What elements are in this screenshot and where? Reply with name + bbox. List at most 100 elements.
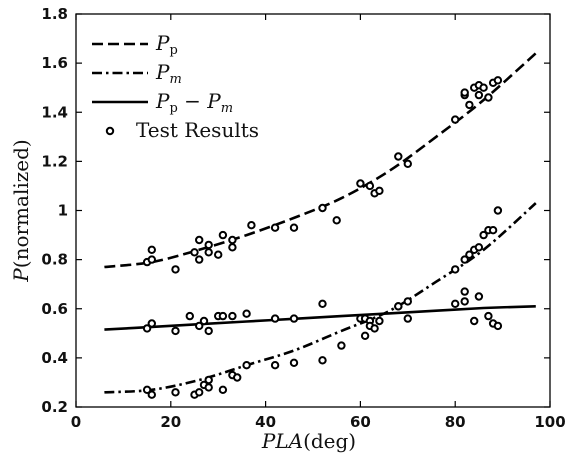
test-result-point: [451, 115, 460, 124]
y-axis-unit: (normalized): [9, 139, 33, 268]
test-result-point: [228, 235, 237, 245]
axes-layer: 0 20 40 60 80 100 0.2 0.4 0.6 0.8 1 1.2 1.4 1.6 1.8 PLA…: [9, 5, 566, 453]
series-line-solid: [104, 305, 536, 331]
test-result-point: [185, 311, 195, 321]
y-tick-label: 1.2: [41, 152, 68, 170]
legend-sub: p: [169, 43, 177, 58]
test-result-point: [204, 375, 213, 385]
test-result-point: [171, 388, 180, 397]
legend-main: P: [206, 89, 221, 113]
test-result-point: [318, 356, 327, 365]
test-result-point: [233, 373, 242, 382]
test-result-point: [195, 255, 204, 264]
test-result-point: [199, 316, 209, 326]
test-result-point: [375, 316, 384, 326]
test-result-point: [394, 302, 403, 311]
test-result-point: [242, 309, 251, 318]
test-result-point: [218, 385, 228, 394]
legend-label: Pm: [155, 60, 182, 87]
test-result-point: [289, 358, 299, 367]
test-result-point: [394, 152, 403, 161]
x-tick-label: 20: [160, 413, 181, 431]
test-result-point: [451, 265, 460, 274]
test-result-point: [171, 265, 180, 274]
legend-sub: m: [221, 101, 233, 116]
test-result-point: [270, 223, 280, 232]
legend-sub: p: [169, 101, 177, 116]
test-result-point: [204, 248, 213, 257]
test-result-point: [332, 216, 341, 225]
test-result-point: [460, 88, 469, 97]
test-result-point: [318, 203, 327, 213]
test-result-point: [403, 297, 412, 306]
test-result-point: [484, 93, 493, 102]
test-result-point: [190, 248, 199, 257]
test-result-point: [460, 287, 469, 296]
test-result-point: [470, 316, 479, 326]
x-axis-title: PLA(deg): [261, 429, 356, 453]
legend-main: P: [155, 31, 170, 55]
test-result-point: [337, 341, 346, 350]
test-result-point: [474, 243, 484, 252]
test-result-point: [147, 255, 157, 264]
test-result-point: [474, 90, 484, 100]
x-axis-unit: (deg): [303, 429, 356, 453]
test-result-point: [370, 324, 379, 333]
test-result-point: [474, 292, 484, 301]
legend-sub: m: [169, 72, 181, 87]
y-tick-label: 1.4: [41, 103, 68, 121]
legend-label: Pp: [155, 31, 178, 58]
test-result-point: [356, 179, 365, 188]
test-result-point: [242, 361, 251, 370]
test-result-point: [365, 181, 375, 191]
test-result-point: [460, 297, 469, 306]
x-tick-label: 80: [445, 413, 466, 431]
test-result-point: [171, 326, 180, 336]
test-result-point: [479, 83, 488, 92]
test-result-point: [318, 299, 327, 308]
legend-item: Pm: [92, 60, 182, 87]
test-result-point: [465, 100, 474, 110]
test-result-point: [375, 186, 384, 196]
test-result-point: [228, 243, 237, 252]
test-result-point: [465, 250, 474, 259]
test-result-point: [195, 235, 204, 245]
legend-label: Pp − Pm: [155, 89, 233, 116]
test-result-point: [195, 321, 204, 331]
x-tick-label: 0: [71, 413, 81, 431]
marks-layer: [104, 52, 537, 399]
y-tick-label: 0.6: [41, 300, 68, 318]
test-result-point: [228, 311, 237, 321]
test-result-point: [142, 324, 152, 333]
test-result-point: [147, 319, 157, 328]
test-result-point: [270, 361, 280, 370]
y-tick-label: 0.8: [41, 251, 68, 269]
y-tick-label: 0.4: [41, 349, 68, 367]
x-tick-label: 40: [255, 413, 276, 431]
legend-main: P: [155, 89, 170, 113]
test-result-point: [484, 311, 493, 321]
test-result-point: [204, 240, 213, 250]
test-result-point: [142, 385, 152, 394]
test-result-point: [195, 388, 204, 397]
test-result-point: [289, 223, 299, 232]
x-tick-label: 100: [534, 413, 565, 431]
y-axis-var: P: [9, 268, 33, 283]
test-result-point: [204, 326, 213, 336]
legend-item: Pp − Pm: [92, 89, 233, 116]
legend-main: P: [155, 60, 170, 84]
test-result-point: [403, 159, 412, 169]
y-tick-label: 1: [58, 202, 68, 220]
test-result-point: [218, 230, 228, 240]
y-tick-label: 1.6: [41, 54, 68, 72]
test-result-point: [204, 383, 213, 392]
test-result-point: [147, 245, 157, 255]
test-result-point: [214, 250, 223, 259]
test-result-point: [360, 331, 370, 340]
test-result-point: [218, 311, 228, 321]
y-tick-label: 1.8: [41, 5, 68, 23]
test-result-point: [479, 230, 488, 240]
